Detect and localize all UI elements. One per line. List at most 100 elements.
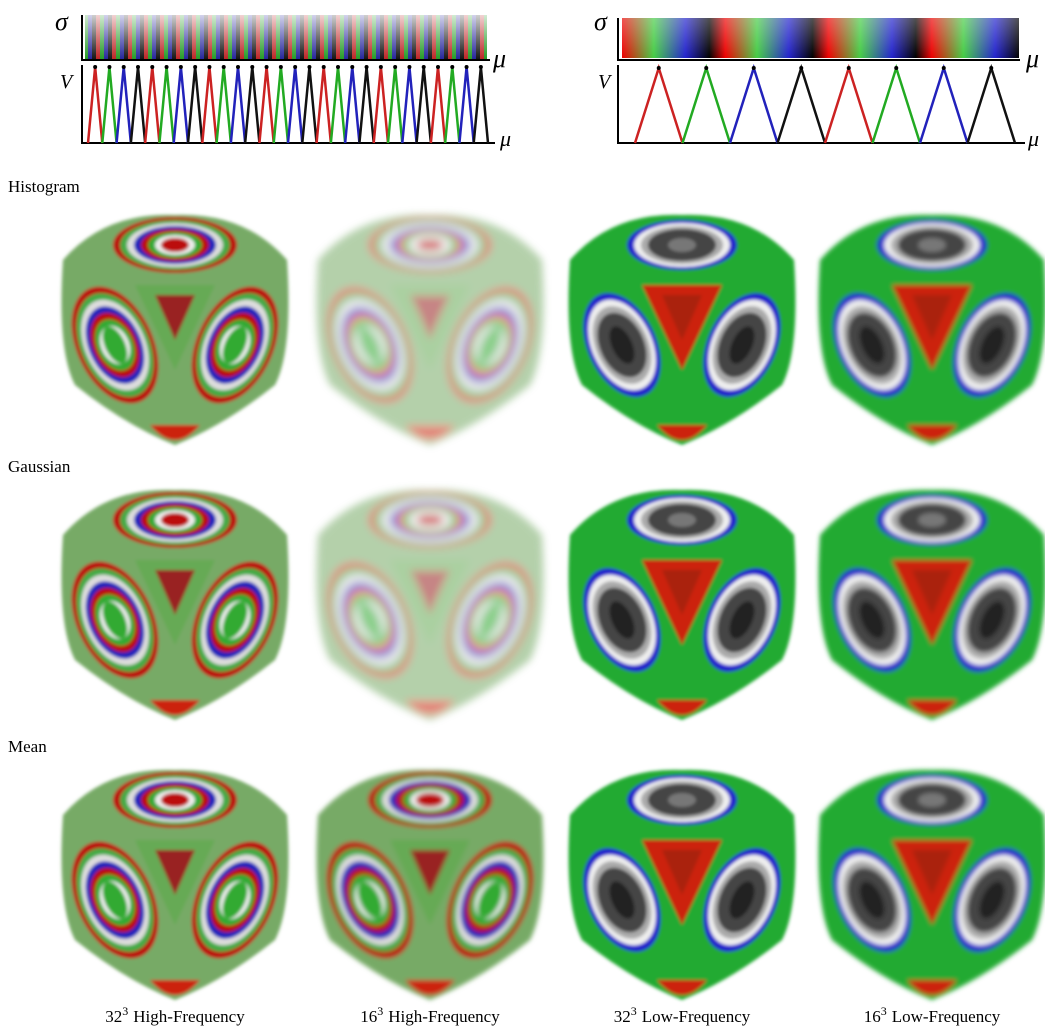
label: Low-Frequency bbox=[642, 1007, 751, 1026]
curve-segment bbox=[374, 67, 388, 143]
mu-label: μ bbox=[1027, 126, 1039, 151]
curve-segment bbox=[174, 67, 188, 143]
curve-node bbox=[479, 65, 483, 69]
curve-segment bbox=[202, 67, 216, 143]
curve-node bbox=[847, 66, 851, 70]
column-label: 163Low-Frequency bbox=[864, 1004, 1001, 1026]
curve-segment bbox=[231, 67, 245, 143]
curve-segment bbox=[445, 67, 459, 143]
curve-segment bbox=[259, 67, 273, 143]
curve-segment bbox=[730, 68, 778, 143]
curve-segment bbox=[402, 67, 416, 143]
sigma-label: σ bbox=[55, 7, 69, 36]
row-label: Gaussian bbox=[8, 457, 71, 476]
transfer-function-left: σ μ V μ bbox=[55, 7, 511, 151]
curve-segment bbox=[474, 67, 488, 143]
bottom-tip bbox=[405, 700, 455, 715]
ring bbox=[416, 238, 444, 252]
curve-segment bbox=[102, 67, 116, 143]
cube-rendering bbox=[309, 215, 550, 445]
renderings bbox=[54, 215, 1045, 1000]
cube-rendering bbox=[54, 215, 295, 445]
opacity-curve bbox=[635, 66, 1015, 143]
curve-segment bbox=[188, 67, 202, 143]
curve-segment bbox=[88, 67, 102, 143]
curve-segment bbox=[345, 67, 359, 143]
cube-rendering bbox=[561, 770, 802, 1000]
curve-node bbox=[989, 66, 993, 70]
curve-segment bbox=[825, 68, 873, 143]
cube-rendering bbox=[811, 770, 1045, 1000]
curve-segment bbox=[359, 67, 373, 143]
curve-node bbox=[436, 65, 440, 69]
curve-segment bbox=[317, 67, 331, 143]
curve-node bbox=[93, 65, 97, 69]
cube-rendering bbox=[54, 490, 295, 720]
sigma-label: σ bbox=[594, 7, 608, 36]
exponent: 3 bbox=[881, 1004, 887, 1018]
curve-node bbox=[657, 66, 661, 70]
curve-node bbox=[407, 65, 411, 69]
bottom-tip bbox=[150, 980, 200, 995]
cube-rendering bbox=[561, 215, 802, 445]
curve-segment bbox=[388, 67, 402, 143]
curve-node bbox=[450, 65, 454, 69]
exponent: 3 bbox=[631, 1004, 637, 1018]
transfer-function-right: σ μ V μ bbox=[594, 7, 1039, 151]
ring bbox=[161, 793, 189, 807]
size: 16 bbox=[864, 1007, 881, 1026]
ring bbox=[416, 793, 444, 807]
bottom-tip bbox=[907, 425, 957, 440]
curve-node bbox=[379, 65, 383, 69]
size: 32 bbox=[614, 1007, 631, 1026]
curve-node bbox=[179, 65, 183, 69]
curve-segment bbox=[145, 67, 159, 143]
curve-segment bbox=[459, 67, 473, 143]
curve-node bbox=[393, 65, 397, 69]
ring bbox=[668, 513, 696, 527]
bottom-tip bbox=[657, 980, 707, 995]
curve-segment bbox=[778, 68, 826, 143]
curve-node bbox=[336, 65, 340, 69]
v-label: V bbox=[60, 71, 75, 93]
curve-node bbox=[279, 65, 283, 69]
curve-node bbox=[322, 65, 326, 69]
cube-rendering bbox=[811, 490, 1045, 720]
mu-label: μ bbox=[1025, 44, 1039, 73]
cube-rendering bbox=[811, 215, 1045, 445]
ring bbox=[918, 238, 946, 252]
curve-segment bbox=[245, 67, 259, 143]
column-label: 323 Low-Frequency bbox=[614, 1004, 751, 1026]
curve-node bbox=[465, 65, 469, 69]
cube-rendering bbox=[54, 770, 295, 1000]
size: 16 bbox=[360, 1007, 377, 1026]
bottom-tip bbox=[150, 425, 200, 440]
curve-node bbox=[265, 65, 269, 69]
color-bar-fade bbox=[85, 15, 487, 60]
figure: σ μ V μ σ μ V μ Histogram Gaussian Mean … bbox=[0, 0, 1045, 1030]
ring bbox=[918, 793, 946, 807]
curve-segment bbox=[873, 68, 921, 143]
curve-node bbox=[150, 65, 154, 69]
ring bbox=[161, 238, 189, 252]
curve-node bbox=[293, 65, 297, 69]
ring bbox=[161, 513, 189, 527]
bottom-tip bbox=[657, 425, 707, 440]
curve-segment bbox=[635, 68, 683, 143]
curve-node bbox=[250, 65, 254, 69]
curve-segment bbox=[331, 67, 345, 143]
bottom-tip bbox=[150, 700, 200, 715]
size: 32 bbox=[105, 1007, 122, 1026]
cube-rendering bbox=[309, 490, 550, 720]
curve-segment bbox=[920, 68, 968, 143]
curve-segment bbox=[302, 67, 316, 143]
curve-node bbox=[752, 66, 756, 70]
bottom-tip bbox=[657, 700, 707, 715]
color-bar-fade bbox=[622, 18, 1019, 58]
mu-label: μ bbox=[499, 126, 511, 151]
curve-segment bbox=[288, 67, 302, 143]
label: High-Frequency bbox=[388, 1007, 500, 1026]
curve-node bbox=[236, 65, 240, 69]
curve-node bbox=[122, 65, 126, 69]
